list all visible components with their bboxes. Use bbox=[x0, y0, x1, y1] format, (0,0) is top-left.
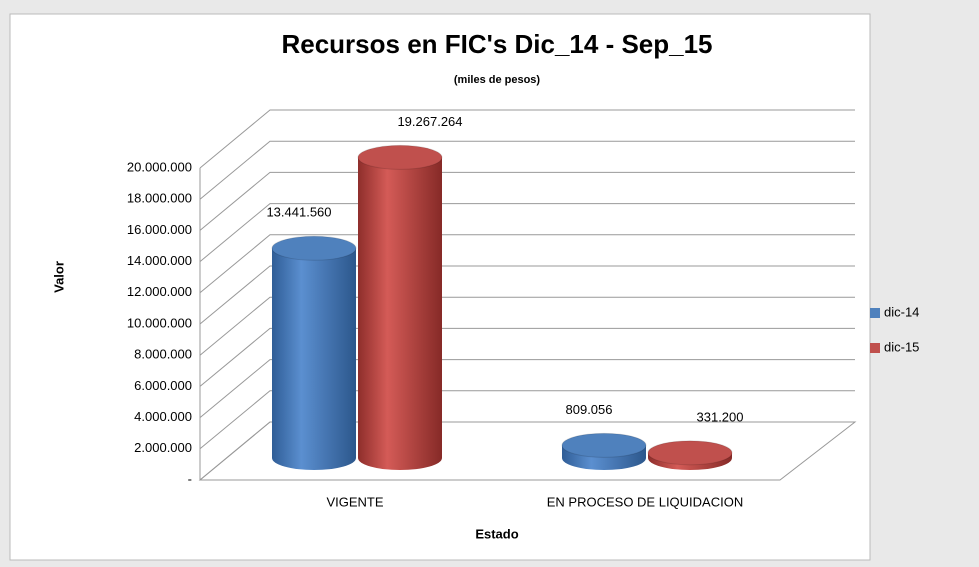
y-tick-label: 18.000.000 bbox=[127, 191, 192, 206]
cylinder-top bbox=[561, 432, 647, 458]
value-label: 809.056 bbox=[566, 402, 613, 417]
y-tick-label: 6.000.000 bbox=[134, 378, 192, 393]
grid-line bbox=[199, 265, 855, 325]
value-label: 331.200 bbox=[697, 409, 744, 424]
value-label: 19.267.264 bbox=[397, 114, 462, 129]
cylinder-body bbox=[272, 248, 356, 470]
y-tick-label: 2.000.000 bbox=[134, 440, 192, 455]
grid-line bbox=[199, 109, 855, 169]
grid-line bbox=[199, 359, 855, 418]
legend-label: dic-15 bbox=[884, 339, 919, 354]
legend-swatch bbox=[870, 343, 880, 353]
chart-subtitle: (miles de pesos) bbox=[454, 74, 541, 86]
y-tick-label: - bbox=[188, 471, 192, 486]
grid-line bbox=[199, 171, 855, 231]
grid-line bbox=[199, 234, 855, 294]
y-tick-label: 20.000.000 bbox=[127, 159, 192, 174]
x-tick-label: EN PROCESO DE LIQUIDACION bbox=[547, 494, 743, 509]
grid-line bbox=[199, 203, 855, 262]
y-tick-label: 12.000.000 bbox=[127, 284, 192, 299]
grid-line bbox=[199, 296, 855, 356]
value-label: 13.441.560 bbox=[266, 205, 331, 220]
legend-swatch bbox=[870, 308, 880, 318]
cylinder-body bbox=[358, 157, 442, 471]
cylinder-top bbox=[357, 144, 443, 170]
y-tick-label: 10.000.000 bbox=[127, 315, 192, 330]
legend-label: dic-14 bbox=[884, 304, 919, 319]
grid-line bbox=[199, 390, 855, 450]
grid-line bbox=[199, 327, 855, 387]
grid-line bbox=[199, 421, 855, 481]
x-tick-label: VIGENTE bbox=[326, 494, 383, 509]
chart-title: Recursos en FIC's Dic_14 - Sep_15 bbox=[281, 29, 712, 59]
y-axis-title: Valor bbox=[51, 261, 66, 293]
y-tick-label: 4.000.000 bbox=[134, 409, 192, 424]
y-tick-label: 8.000.000 bbox=[134, 347, 192, 362]
grid-line bbox=[199, 140, 855, 200]
cylinder-top bbox=[647, 440, 733, 466]
y-tick-label: 16.000.000 bbox=[127, 222, 192, 237]
x-axis-title: Estado bbox=[475, 526, 518, 541]
y-tick-label: 14.000.000 bbox=[127, 253, 192, 268]
cylinder-top bbox=[271, 235, 357, 261]
